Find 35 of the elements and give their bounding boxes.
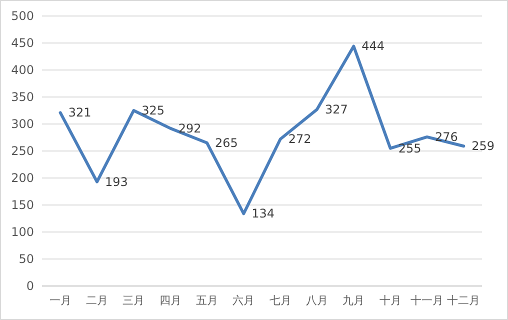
y-tick-label: 50 [18,252,34,266]
data-label: 255 [398,141,422,156]
data-label: 292 [178,121,202,136]
data-label: 272 [288,132,312,146]
x-tick-label: 一月 [49,294,72,307]
x-tick-label: 九月 [342,294,365,307]
x-tick-label: 四月 [159,294,182,307]
y-tick-label: 300 [11,117,34,131]
x-tick-label: 五月 [196,294,218,307]
y-tick-label: 400 [11,63,34,77]
data-label: 193 [105,174,128,189]
data-label: 134 [252,206,275,221]
data-label: 321 [68,106,92,120]
y-tick-label: 200 [11,171,34,185]
data-label: 265 [215,136,238,150]
y-tick-label: 100 [11,225,34,239]
data-label: 327 [325,102,348,116]
y-tick-label: 250 [11,144,34,158]
x-tick-label: 十一月 [410,294,444,307]
x-tick-label: 七月 [269,294,292,307]
x-tick-label: 八月 [306,294,328,307]
x-tick-label: 二月 [86,294,108,307]
x-tick-label: 三月 [122,294,145,307]
y-tick-label: 450 [11,36,34,50]
data-label: 259 [472,139,495,154]
x-tick-label: 十月 [379,294,402,307]
data-label: 276 [435,130,458,144]
data-label: 444 [362,39,385,54]
x-tick-label: 十二月 [447,294,480,307]
data-label: 325 [142,104,165,118]
y-tick-label: 500 [11,9,34,23]
y-tick-label: 150 [11,198,34,212]
x-tick-label: 六月 [232,294,255,307]
y-tick-label: 0 [26,279,34,293]
y-tick-label: 350 [11,90,34,104]
